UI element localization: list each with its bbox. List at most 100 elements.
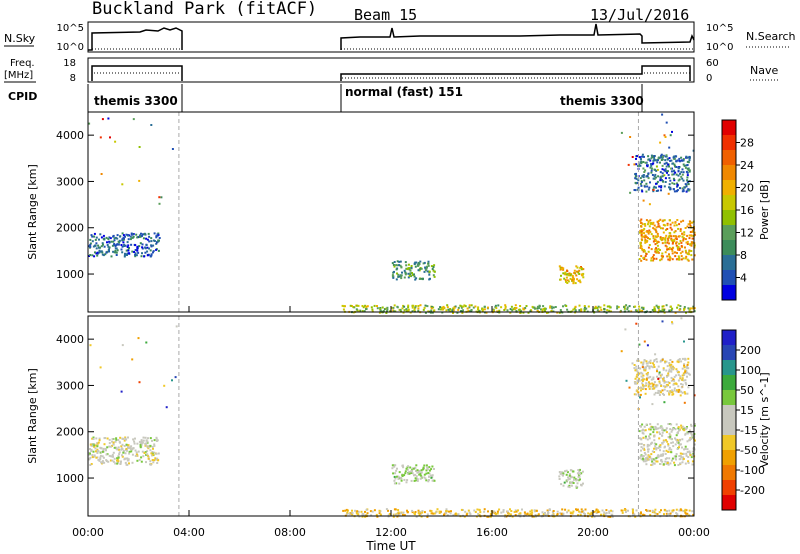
scatter-cell xyxy=(89,245,92,248)
scatter-cell xyxy=(682,171,685,174)
scatter-cell xyxy=(571,276,574,279)
scatter-cell xyxy=(683,391,686,394)
scatter-cell xyxy=(530,513,533,516)
scatter-cell xyxy=(665,165,668,168)
scatter-cell xyxy=(361,512,364,515)
scatter-cell xyxy=(120,460,122,463)
scatter-cell xyxy=(376,307,379,310)
scatter-cell xyxy=(652,387,655,390)
scatter-cell xyxy=(141,252,143,255)
scatter-cell xyxy=(396,475,398,478)
scatter-cell xyxy=(689,429,691,432)
scatter-cell xyxy=(136,459,139,462)
scatter-cell xyxy=(151,445,154,448)
scatter-cell xyxy=(534,307,536,310)
scatter-cell xyxy=(99,451,102,454)
scatter-cell xyxy=(681,438,684,441)
scatter-cell xyxy=(667,450,670,453)
scatter-cell xyxy=(671,429,674,431)
scatter-cell xyxy=(519,309,522,312)
scatter-cell xyxy=(129,446,132,449)
scatter-cell xyxy=(667,372,670,375)
scatter-cell xyxy=(688,157,691,160)
scatter-cell xyxy=(689,225,692,227)
scatter-cell xyxy=(426,515,429,518)
scatter-cell xyxy=(407,304,410,307)
scatter-cell xyxy=(681,452,684,455)
scatter-cell xyxy=(642,374,645,377)
scatter-cell xyxy=(108,246,111,249)
scatter-cell xyxy=(652,428,655,431)
scatter-cell xyxy=(446,306,449,309)
scatter-cell xyxy=(682,239,685,242)
scatter-cell xyxy=(636,380,639,383)
scatter-cell xyxy=(662,392,664,395)
scatter-cell xyxy=(661,113,664,116)
scatter-cell xyxy=(156,462,159,464)
scatter-cell xyxy=(104,253,107,256)
scatter-cell xyxy=(589,513,592,516)
colorbar-swatch xyxy=(722,285,736,301)
scatter-cell xyxy=(562,272,565,275)
scatter-cell xyxy=(652,385,654,388)
scatter-cell xyxy=(579,266,582,269)
scatter-cell xyxy=(137,450,140,453)
scatter-cell xyxy=(681,425,684,428)
scatter-cell xyxy=(642,385,645,388)
scatter-cell xyxy=(685,509,688,512)
scatter-cell xyxy=(106,244,109,246)
scatter-cell xyxy=(679,240,682,242)
scatter-cell xyxy=(428,466,431,469)
scatter-cell xyxy=(638,377,641,380)
scatter-cell xyxy=(122,236,125,239)
scatter-cell xyxy=(656,180,659,183)
scatter-cell xyxy=(113,237,116,240)
scatter-cell xyxy=(580,308,583,311)
scatter-cell xyxy=(664,136,667,138)
scatter-cell xyxy=(690,456,693,459)
scatter-cell xyxy=(681,357,684,360)
scatter-cell xyxy=(113,243,116,245)
scatter-cell xyxy=(670,365,673,368)
scatter-cell xyxy=(366,512,369,515)
scatter-cell xyxy=(652,309,655,312)
scatter-cell xyxy=(95,242,98,245)
scatter-cell xyxy=(678,235,681,238)
scatter-cell xyxy=(640,425,642,428)
scatter-cell xyxy=(357,304,360,307)
scatter-cell xyxy=(141,246,144,249)
scatter-cell xyxy=(392,264,395,266)
scatter-cell xyxy=(572,470,575,473)
scatter-cell xyxy=(659,376,662,379)
scatter-cell xyxy=(399,308,402,311)
scatter-cell xyxy=(672,173,675,176)
scatter-cell xyxy=(464,510,467,513)
scatter-cell xyxy=(677,169,680,172)
scatter-cell xyxy=(684,227,687,229)
scatter-cell xyxy=(686,181,689,184)
scatter-cell xyxy=(106,446,109,449)
nsky-label: N.Sky xyxy=(4,32,36,45)
scatter-cell xyxy=(579,281,582,284)
scatter-cell xyxy=(676,185,679,188)
scatter-cell xyxy=(651,174,654,176)
scatter-cell xyxy=(686,363,689,366)
scatter-cell xyxy=(146,246,149,249)
scatter-cell xyxy=(611,515,614,518)
scatter-cell xyxy=(417,309,420,312)
scatter-cell xyxy=(680,360,683,363)
scatter-cell xyxy=(122,234,125,237)
scatter-cell xyxy=(133,440,136,443)
scatter-cell xyxy=(663,380,666,383)
scatter-cell xyxy=(596,307,599,309)
scatter-cell xyxy=(474,305,477,308)
scatter-cell xyxy=(430,474,432,477)
scatter-cell xyxy=(690,437,693,440)
scatter-cell xyxy=(643,340,646,343)
scatter-cell xyxy=(681,374,684,377)
y-tick-label: 1000 xyxy=(56,268,84,281)
scatter-cell xyxy=(94,251,96,254)
scatter-cell xyxy=(111,244,114,247)
scatter-cell xyxy=(560,513,563,516)
scatter-cell xyxy=(345,508,348,511)
